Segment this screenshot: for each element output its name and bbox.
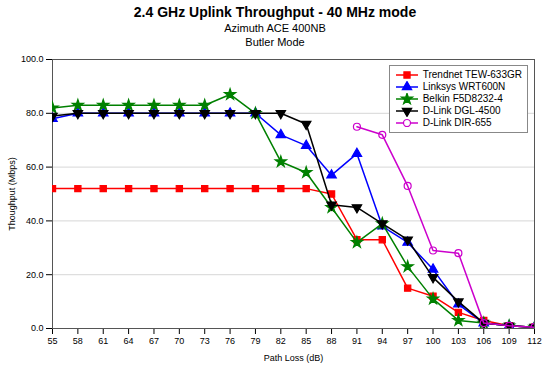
- svg-text:58: 58: [73, 336, 83, 346]
- svg-text:20.0: 20.0: [26, 270, 44, 280]
- html-text:2.4 GHz Uplink Throughput - 40: 2.4 GHz Uplink Throughput - 40 MHz mode: [133, 4, 417, 20]
- svg-text:106: 106: [476, 336, 491, 346]
- svg-text:73: 73: [200, 336, 210, 346]
- svg-text:100: 100: [426, 336, 441, 346]
- svg-text:76: 76: [225, 336, 235, 346]
- svg-text:91: 91: [352, 336, 362, 346]
- html-text:Linksys WRT600N: Linksys WRT600N: [422, 81, 506, 92]
- svg-text:80.0: 80.0: [26, 108, 44, 118]
- svg-text:0.0: 0.0: [31, 323, 44, 333]
- svg-text:94: 94: [377, 336, 387, 346]
- svg-text:103: 103: [451, 336, 466, 346]
- svg-text:70: 70: [174, 336, 184, 346]
- svg-text:100.0: 100.0: [21, 54, 44, 64]
- html-text:D-Link DIR-655: D-Link DIR-655: [422, 117, 492, 128]
- svg-text:85: 85: [301, 336, 311, 346]
- svg-text:64: 64: [124, 336, 134, 346]
- svg-text:79: 79: [250, 336, 260, 346]
- svg-text:61: 61: [98, 336, 108, 346]
- svg-text:Path Loss (dB): Path Loss (dB): [264, 353, 324, 363]
- svg-text:82: 82: [276, 336, 286, 346]
- svg-text:97: 97: [403, 336, 413, 346]
- svg-text:67: 67: [149, 336, 159, 346]
- svg-text:40.0: 40.0: [26, 216, 44, 226]
- svg-text:55: 55: [47, 336, 57, 346]
- svg-text:Thoughput (Mbps): Thoughput (Mbps): [7, 157, 17, 231]
- svg-text:112: 112: [527, 336, 541, 346]
- svg-text:109: 109: [502, 336, 517, 346]
- html-text:Azimuth ACE 400NB: Azimuth ACE 400NB: [224, 22, 326, 34]
- svg-text:88: 88: [327, 336, 337, 346]
- html-text:Butler Mode: Butler Mode: [245, 36, 305, 48]
- html-text:Belkin F5D8232-4: Belkin F5D8232-4: [422, 93, 503, 104]
- html-text:Trendnet TEW-633GR: Trendnet TEW-633GR: [422, 69, 522, 80]
- html-text:D-Link DGL-4500: D-Link DGL-4500: [422, 105, 501, 116]
- svg-text:60.0: 60.0: [26, 162, 44, 172]
